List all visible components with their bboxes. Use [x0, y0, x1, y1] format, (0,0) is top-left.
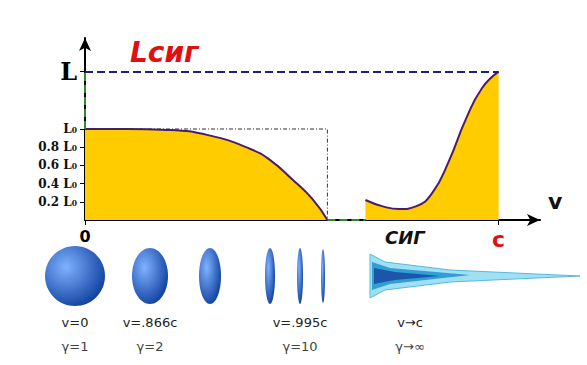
- svg-text:v=.995c: v=.995c: [273, 315, 328, 330]
- svg-text:c: c: [492, 227, 505, 252]
- svg-text:Lсиг: Lсиг: [130, 36, 200, 69]
- svg-text:v→c: v→c: [397, 315, 423, 330]
- svg-text:0.8 L₀: 0.8 L₀: [38, 140, 77, 154]
- svg-text:L₀: L₀: [63, 122, 77, 136]
- svg-text:СИГ: СИГ: [385, 227, 426, 248]
- svg-text:0.2 L₀: 0.2 L₀: [38, 195, 77, 209]
- svg-text:γ→∞: γ→∞: [395, 339, 424, 354]
- svg-text:γ=2: γ=2: [137, 339, 164, 354]
- svg-text:γ=1: γ=1: [62, 339, 89, 354]
- svg-text:L: L: [60, 57, 77, 86]
- svg-text:γ=10: γ=10: [282, 339, 317, 354]
- svg-text:v=0: v=0: [62, 315, 89, 330]
- svg-text:0: 0: [79, 227, 90, 246]
- svg-text:v: v: [548, 189, 563, 214]
- svg-text:0.6 L₀: 0.6 L₀: [38, 158, 77, 172]
- svg-text:0.4 L₀: 0.4 L₀: [38, 177, 77, 191]
- svg-text:v=.866c: v=.866c: [123, 315, 178, 330]
